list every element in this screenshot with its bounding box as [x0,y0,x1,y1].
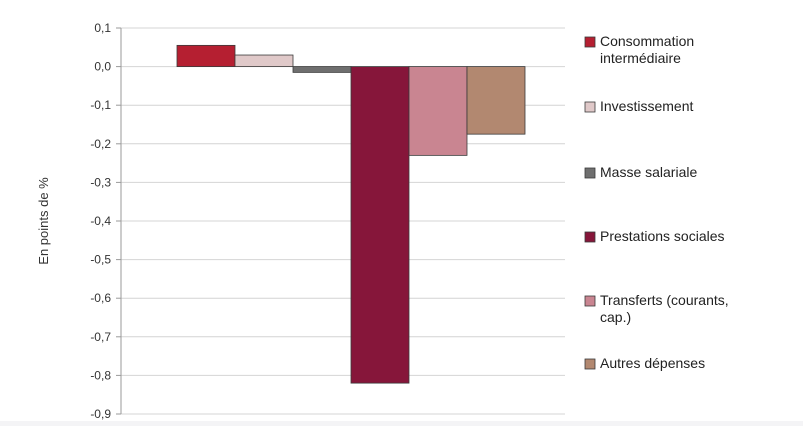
y-tick-label: -0,9 [90,407,111,421]
legend-label: cap.) [600,309,631,325]
legend-label: Transferts (courants, [600,292,729,308]
y-axis-label: En points de % [36,177,51,265]
legend-swatch [584,167,596,179]
legend-label: Consommation [600,33,694,49]
bar-2 [234,54,294,68]
legend-swatch [584,36,596,48]
y-tick-label: -0,5 [90,253,111,267]
legend-label: intermédiaire [600,50,681,66]
bars [176,44,526,384]
y-tick-label: -0,6 [90,291,111,305]
legend-label: Masse salariale [600,164,697,180]
y-tick-label: 0,1 [94,21,111,35]
y-tick-label: -0,2 [90,137,111,151]
bar-3 [292,66,352,73]
legend-label: Autres dépenses [600,355,705,371]
y-tick-label: -0,7 [90,330,111,344]
y-tick-label: -0,4 [90,214,111,228]
legend-swatch [584,101,596,113]
y-tick-label: -0,3 [90,175,111,189]
bar-5 [408,66,468,156]
y-tick-labels: 0,1 0,0 -0,1 -0,2 -0,3 -0,4 -0,5 -0,6 -0,7 -0,8 -0… [90,21,111,421]
bar-4 [350,66,410,384]
legend-label: Investissement [600,98,693,114]
legend-swatch [584,295,596,307]
bar-6 [466,66,526,135]
legend-label: Prestations sociales [600,228,725,244]
y-tick-label: 0,0 [94,60,111,74]
y-tick-label: -0,1 [90,98,111,112]
legend-swatch [584,231,596,243]
y-tick-label: -0,8 [90,368,111,382]
bar-1 [176,44,236,67]
legend-swatch [584,358,596,370]
